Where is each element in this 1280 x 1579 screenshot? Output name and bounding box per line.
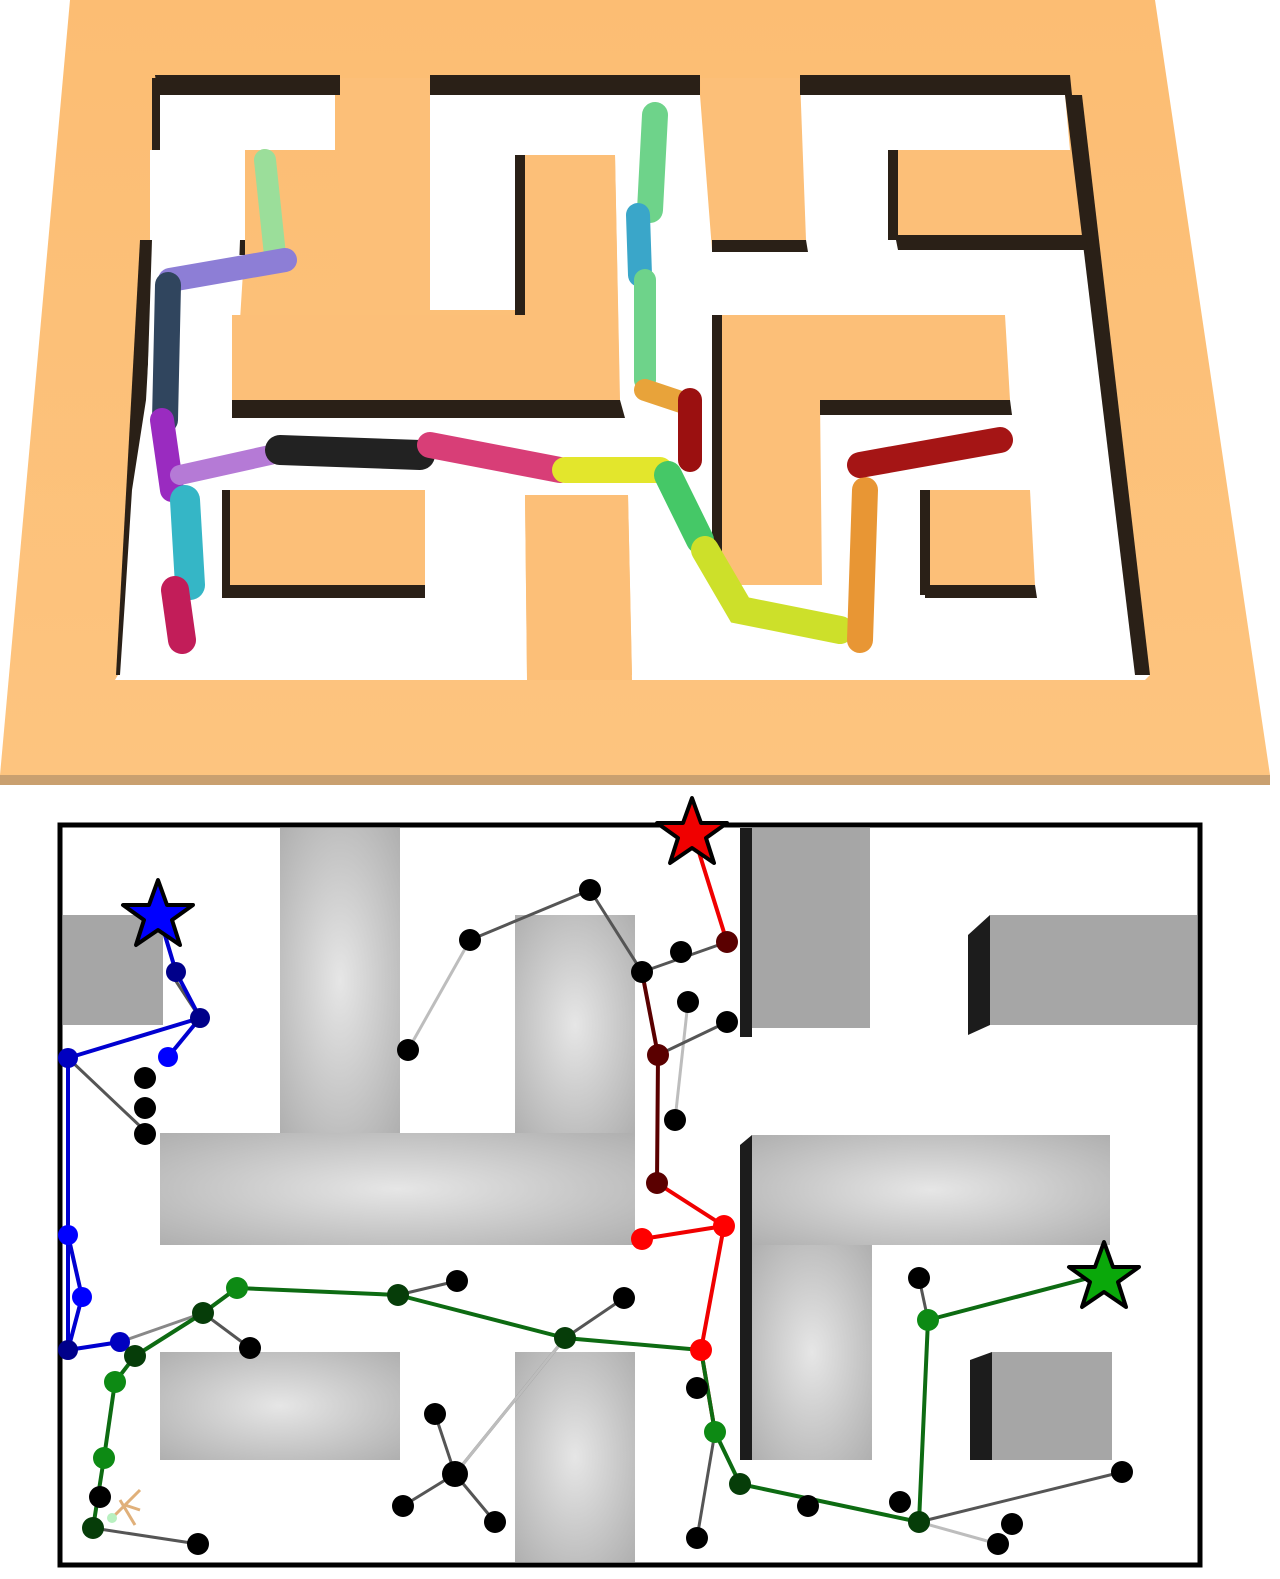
graph-edges [66, 888, 1123, 1546]
trajectory-segment [847, 477, 878, 653]
red-goal-star [655, 796, 729, 865]
ant-icon [107, 1488, 142, 1526]
trajectory-segment [170, 485, 205, 600]
maze-open-floor [120, 95, 1140, 675]
trajectory-segment [150, 408, 184, 502]
trajectory-segment [158, 248, 297, 292]
red-path-lower [640, 1181, 726, 1433]
planned-paths [66, 829, 1105, 1529]
ant-trajectories [150, 102, 1013, 654]
red-path [690, 829, 729, 943]
maze-3d-render [0, 0, 1270, 785]
green-goal-star [1067, 1240, 1141, 1309]
graph-frame [57, 822, 1203, 1568]
trajectory-segment [152, 272, 181, 433]
graph-nodes-red [631, 931, 738, 1361]
graph-nodes-black [89, 879, 1133, 1555]
trajectory-segment [265, 435, 435, 470]
trajectory-segment [161, 576, 196, 654]
maze-wall-shadows [155, 75, 1150, 675]
maze-interior-walls [222, 78, 1085, 680]
blue-path-branch [166, 1016, 202, 1059]
graph-obstacles [63, 828, 1197, 1562]
trajectory-segment [417, 432, 573, 483]
green-path [91, 1272, 1105, 1529]
trajectory-segment [654, 461, 714, 554]
blue-path-branch [66, 1234, 84, 1351]
trajectory-segment [170, 445, 280, 485]
trajectory-segment [626, 203, 652, 287]
blue-start-star [121, 878, 195, 947]
darkred-path [640, 971, 660, 1184]
trajectory-segment [691, 536, 854, 644]
star-markers [121, 796, 1141, 1309]
maze-board-edge [0, 775, 1270, 785]
blue-path [66, 911, 202, 1352]
graph-nodes-blue [58, 962, 210, 1360]
graph-nodes-green [82, 1277, 939, 1539]
trajectory-segment [847, 427, 1013, 478]
trajectory-segment [254, 149, 286, 266]
trajectory-segment [637, 102, 668, 223]
